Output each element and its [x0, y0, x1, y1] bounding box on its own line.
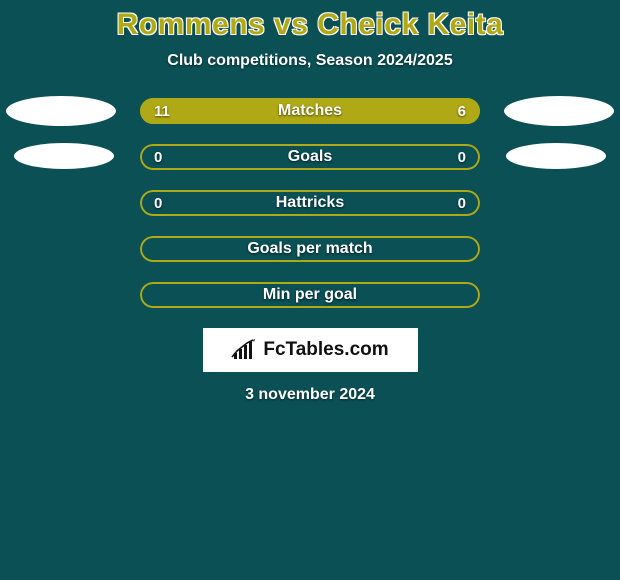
stat-label: Min per goal: [140, 286, 480, 304]
brand-logo: FcTables.com: [203, 328, 418, 372]
subtitle: Club competitions, Season 2024/2025: [0, 52, 620, 70]
stat-bar: Goals per match: [140, 236, 480, 262]
stat-label: Goals: [140, 148, 480, 166]
player-left-ellipse: [6, 96, 116, 126]
stat-bar: 116Matches: [140, 98, 480, 124]
stat-row: Min per goal: [0, 282, 620, 308]
stat-row: 116Matches: [0, 98, 620, 124]
stat-bar: Min per goal: [140, 282, 480, 308]
stat-label: Matches: [140, 102, 480, 120]
stat-row: 00Goals: [0, 144, 620, 170]
stat-bar: 00Goals: [140, 144, 480, 170]
page-title: Rommens vs Cheick Keita: [0, 8, 620, 42]
brand-logo-text: FcTables.com: [263, 339, 388, 361]
stat-rows: 116Matches 00Goals 00Hattricks Goals per ma…: [0, 98, 620, 308]
date-text: 3 november 2024: [0, 386, 620, 404]
stat-row: 00Hattricks: [0, 190, 620, 216]
stat-bar: 00Hattricks: [140, 190, 480, 216]
stat-label: Goals per match: [140, 240, 480, 258]
player-right-ellipse: [506, 143, 606, 169]
stat-label: Hattricks: [140, 194, 480, 212]
player-left-ellipse: [14, 143, 114, 169]
player-right-ellipse: [504, 96, 614, 126]
comparison-infographic: Rommens vs Cheick Keita Club competition…: [0, 0, 620, 404]
stat-row: Goals per match: [0, 236, 620, 262]
bar-chart-icon: [231, 339, 257, 361]
